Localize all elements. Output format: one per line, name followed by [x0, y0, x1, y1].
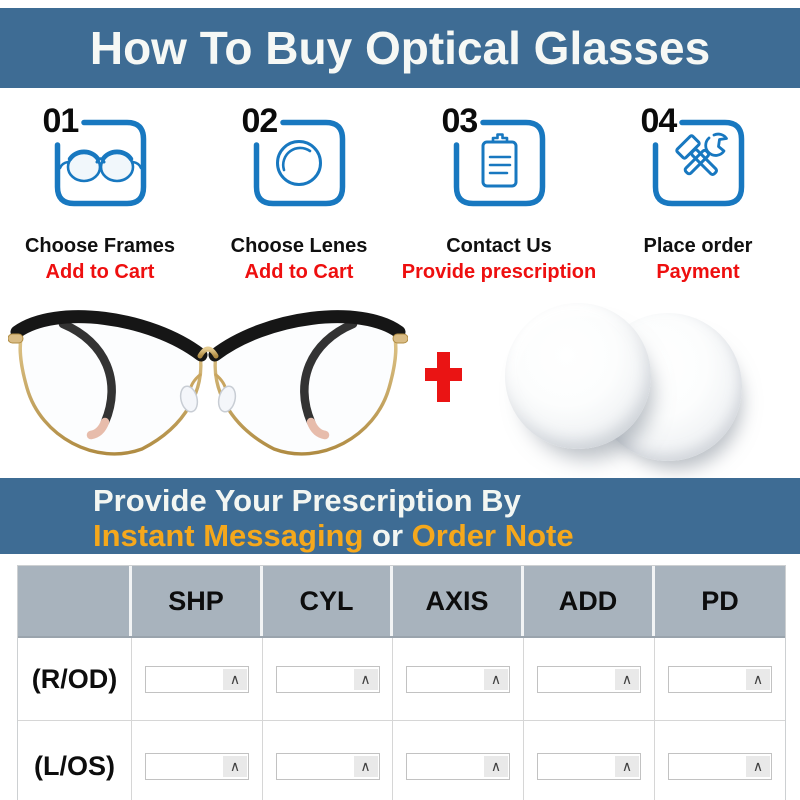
step-number: 01 [42, 102, 80, 140]
spinner-up-button[interactable]: ∧ [353, 755, 378, 777]
step-number: 02 [241, 102, 279, 140]
row-label-rod: (R/OD) [31, 663, 118, 694]
tools-icon [674, 132, 728, 176]
prescription-line2: Instant Messaging or Order Note [93, 518, 800, 553]
rx-input-los-shp[interactable]: ∧ [145, 752, 249, 780]
step-icon-frame: 03 [442, 102, 547, 208]
header-cell-axis: AXIS [393, 566, 524, 636]
header-cell-pd: PD [655, 566, 785, 636]
spinner-up-button[interactable]: ∧ [615, 755, 639, 777]
step-item-2: 02 Choose Lenes Add to Cart [199, 102, 399, 284]
step-subtitle: Add to Cart [244, 261, 354, 283]
step-icon-frame: 04 [641, 102, 746, 208]
step-item-1: 01 Choose Frames Add [0, 102, 200, 284]
clipboard-icon [481, 133, 517, 188]
rx-input-rod-pd[interactable]: ∧ [668, 665, 772, 693]
rounded-frame [652, 119, 744, 207]
header-cell-shp: SHP [132, 566, 263, 636]
chevron-up-icon: ∧ [752, 758, 764, 774]
step-title: Choose Lenes [230, 235, 368, 257]
spinner-up-button[interactable]: ∧ [484, 668, 508, 690]
rx-input-rod-shp[interactable]: ∧ [145, 665, 249, 693]
chevron-up-icon: ∧ [621, 758, 633, 774]
step-subtitle: Payment [656, 261, 740, 283]
spinner-up-button[interactable]: ∧ [223, 668, 247, 690]
step-item-4: 04 Place order Payment [598, 102, 798, 284]
chevron-up-icon: ∧ [360, 758, 371, 774]
rx-input-los-pd[interactable]: ∧ [668, 752, 772, 780]
rounded-frame [54, 119, 146, 207]
rounded-frame [453, 119, 545, 207]
chevron-up-icon: ∧ [752, 671, 764, 687]
chevron-up-icon: ∧ [229, 758, 241, 774]
steps-row: 01 Choose Frames Add [0, 102, 800, 290]
rx-input-los-add[interactable]: ∧ [537, 752, 641, 780]
rx-input-rod-axis[interactable]: ∧ [406, 665, 510, 693]
row-label-los: (L/OS) [34, 750, 115, 781]
step-item-3: 03 Contact Us Provide prescription [399, 102, 599, 284]
step-icon-frame: 02 [242, 102, 347, 208]
rx-input-rod-cyl[interactable]: ∧ [275, 665, 380, 693]
rx-input-rod-add[interactable]: ∧ [537, 665, 641, 693]
instant-messaging-label: Instant Messaging [93, 518, 364, 553]
spinner-up-button[interactable]: ∧ [615, 668, 639, 690]
step-number: 03 [441, 102, 479, 140]
prescription-line1: Provide Your Prescription By [93, 483, 521, 518]
rx-input-los-axis[interactable]: ∧ [406, 752, 510, 780]
header-cell-cyl: CYL [263, 566, 393, 636]
plus-icon [425, 352, 462, 402]
spinner-up-button[interactable]: ∧ [223, 755, 247, 777]
chevron-up-icon: ∧ [490, 758, 502, 774]
chevron-up-icon: ∧ [490, 671, 502, 687]
rx-table: SHP CYL AXIS ADD PD (R/OD) ∧ ∧ ∧ ∧ ∧ (L/… [17, 565, 786, 800]
step-title: Contact Us [446, 235, 552, 257]
rx-table-header: SHP CYL AXIS ADD PD [18, 566, 785, 638]
glasses-icon [58, 149, 142, 183]
chevron-up-icon: ∧ [621, 671, 633, 687]
title-banner: How To Buy Optical Glasses [0, 8, 800, 88]
lens-icon [275, 140, 322, 186]
step-title: Place order [643, 235, 753, 257]
product-strip [0, 296, 800, 478]
table-row-los: (L/OS) ∧ ∧ ∧ ∧ ∧ [18, 721, 785, 800]
prescription-banner: Provide Your Prescription By Instant Mes… [0, 478, 800, 554]
or-label: or [363, 518, 412, 553]
spinner-up-button[interactable]: ∧ [484, 755, 508, 777]
spinner-up-button[interactable]: ∧ [746, 755, 770, 777]
table-row-rod: (R/OD) ∧ ∧ ∧ ∧ ∧ [18, 638, 785, 721]
chevron-up-icon: ∧ [229, 671, 241, 687]
spinner-up-button[interactable]: ∧ [353, 668, 378, 690]
header-cell-add: ADD [524, 566, 655, 636]
step-number: 04 [640, 102, 678, 140]
glasses-photo [8, 310, 408, 456]
rounded-frame [253, 119, 345, 207]
rx-input-los-cyl[interactable]: ∧ [275, 752, 380, 780]
order-note-label: Order Note [411, 518, 574, 553]
step-subtitle: Provide prescription [401, 261, 597, 283]
step-subtitle: Add to Cart [45, 261, 155, 283]
chevron-up-icon: ∧ [360, 671, 371, 687]
lens-photo-front [505, 303, 651, 449]
step-title: Choose Frames [24, 235, 176, 257]
page-title: How To Buy Optical Glasses [89, 22, 711, 74]
spinner-up-button[interactable]: ∧ [746, 668, 770, 690]
step-icon-frame: 01 [43, 102, 148, 208]
header-cell-blank [18, 566, 132, 636]
